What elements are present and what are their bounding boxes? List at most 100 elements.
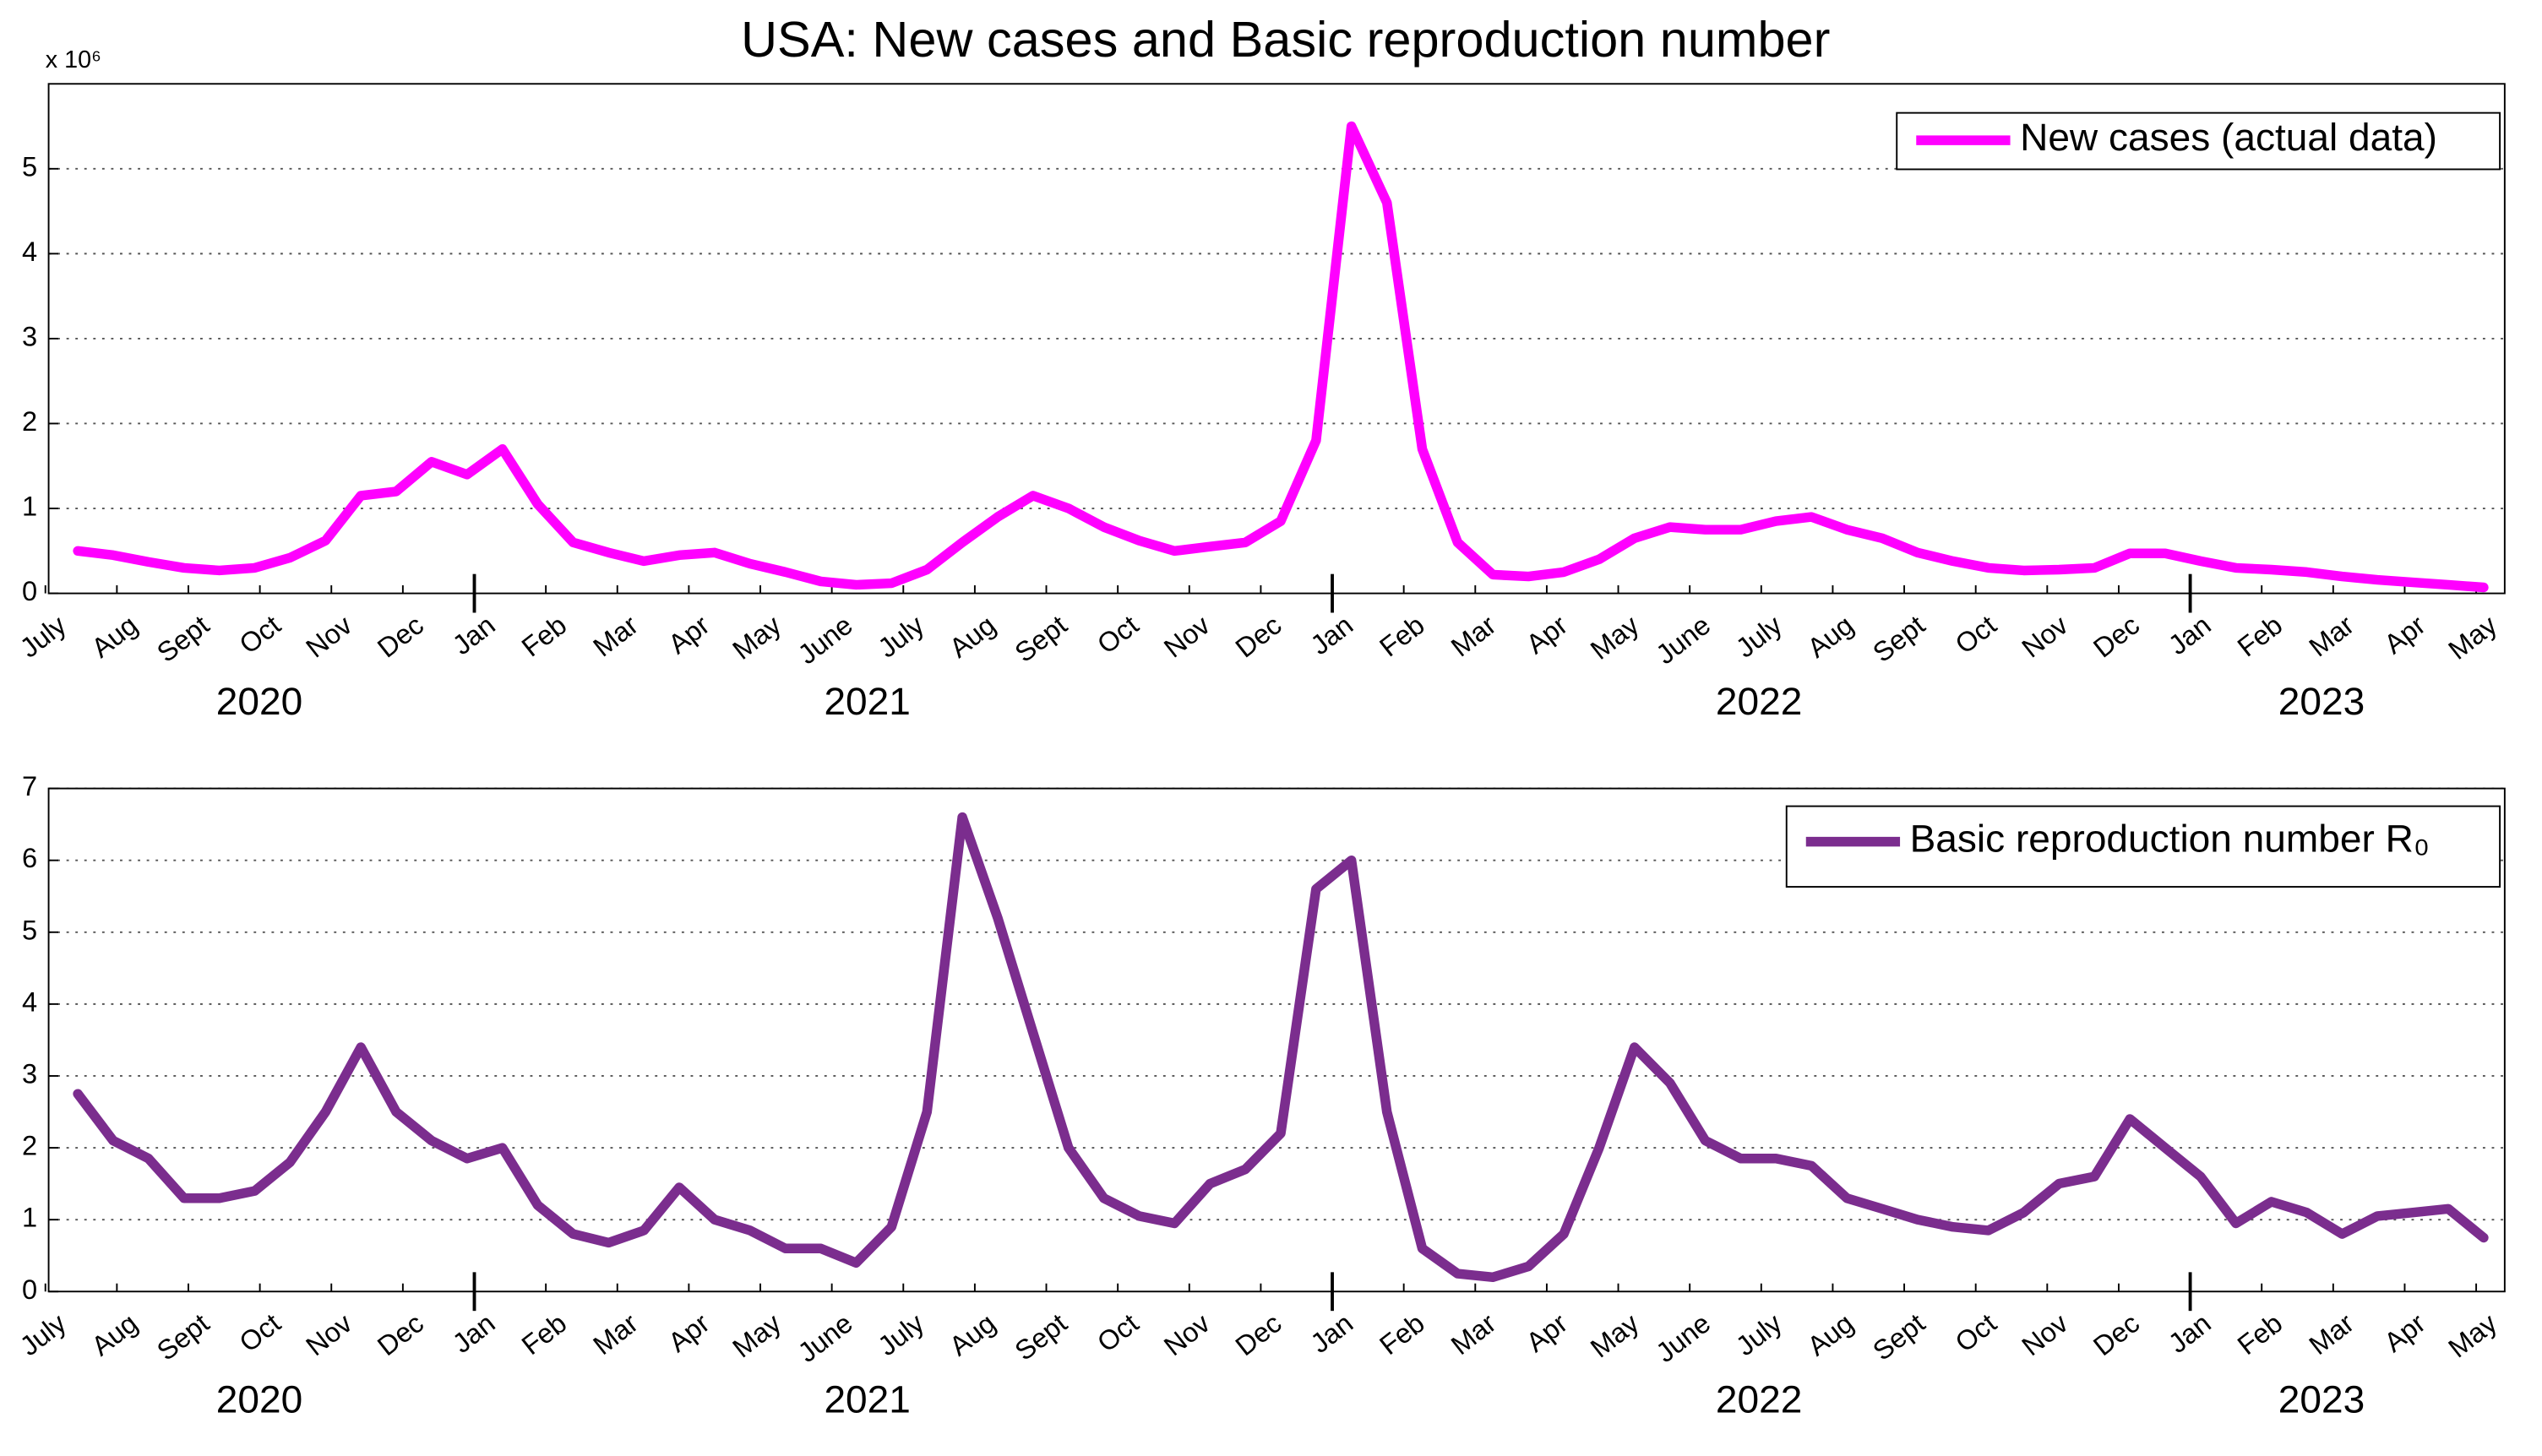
legend-label: Basic reproduction number R₀ [1910, 817, 2430, 861]
y-tick-label: 4 [22, 236, 37, 267]
y-tick-label: 2 [22, 1131, 37, 1161]
year-label: 2023 [2278, 679, 2365, 723]
x-tick-label: July [14, 1307, 72, 1361]
x-tick-label: Nov [301, 609, 358, 663]
legend-box [1785, 805, 2501, 888]
year-label: 2021 [824, 1377, 910, 1421]
y-tick-label: 1 [22, 1203, 37, 1233]
x-tick-label: Oct [1950, 1307, 2002, 1357]
x-tick-label: Oct [1091, 610, 1144, 660]
x-tick-label: Mar [1445, 610, 1502, 663]
x-tick-label: July [1730, 609, 1788, 663]
x-tick-label: Nov [301, 1307, 358, 1361]
x-tick-label: Oct [234, 1307, 286, 1357]
x-tick-label: May [2443, 1307, 2503, 1363]
x-tick-label: Jan [447, 610, 501, 660]
y-tick-label: 3 [22, 1059, 37, 1089]
y-tick-label: 1 [22, 492, 37, 522]
x-tick-label: Nov [2017, 1307, 2074, 1361]
x-tick-label: Mar [2304, 610, 2360, 663]
y-tick-label: 7 [22, 771, 37, 801]
x-tick-label: Sept [151, 610, 215, 668]
plot-frame [47, 83, 2506, 595]
x-tick-label: Sept [1867, 1307, 1930, 1366]
data-line [73, 812, 2489, 1282]
x-tick-label: Dec [372, 610, 429, 664]
x-tick-label: Dec [2087, 1307, 2145, 1361]
x-tick-label: Dec [1230, 610, 1287, 664]
year-label: 2020 [216, 1377, 302, 1421]
x-tick-label: Aug [944, 1307, 1001, 1361]
x-tick-label: June [792, 610, 858, 671]
x-tick-label: Apr [662, 1307, 715, 1357]
x-tick-label: July [14, 609, 72, 663]
x-tick-label: Feb [1374, 1307, 1429, 1361]
year-label: 2022 [1716, 1377, 1802, 1421]
y-tick-label: 5 [22, 151, 37, 182]
x-tick-label: Mar [1445, 1307, 1502, 1361]
x-tick-label: Apr [2378, 1307, 2430, 1357]
x-tick-label: June [1650, 1307, 1716, 1368]
x-tick-label: Nov [1158, 1307, 1216, 1361]
data-line [73, 121, 2489, 593]
x-tick-label: May [2443, 609, 2503, 665]
y-tick-label: 3 [22, 322, 37, 352]
x-tick-label: Jan [2163, 610, 2217, 660]
year-label: 2021 [824, 679, 910, 723]
x-tick-label: Jan [447, 1307, 501, 1358]
x-tick-label: July [873, 1307, 930, 1361]
x-tick-label: Aug [86, 610, 144, 664]
x-tick-label: Sept [1010, 1307, 1073, 1366]
x-tick-label: Mar [587, 1307, 644, 1361]
y-tick-label: 6 [22, 843, 37, 873]
x-tick-label: Apr [662, 610, 715, 660]
y-tick-label: 0 [22, 576, 37, 606]
x-tick-label: Feb [1374, 610, 1429, 663]
x-tick-label: Feb [2232, 610, 2288, 663]
x-tick-label: Dec [1230, 1307, 1287, 1361]
x-tick-label: Aug [1802, 1307, 1859, 1361]
x-tick-label: Sept [151, 1307, 215, 1366]
x-tick-label: Feb [516, 610, 572, 663]
y-tick-label: 4 [22, 987, 37, 1018]
x-tick-label: Apr [1521, 610, 1573, 660]
x-tick-label: Aug [944, 610, 1001, 664]
y-tick-label: 2 [22, 406, 37, 437]
y-multiplier: x 10⁶ [46, 46, 101, 73]
x-tick-label: May [727, 609, 787, 665]
x-tick-label: Nov [2017, 609, 2074, 663]
year-label: 2023 [2278, 1377, 2365, 1421]
x-tick-label: Dec [372, 1307, 429, 1361]
x-tick-label: Oct [234, 610, 286, 660]
x-tick-label: May [1585, 609, 1645, 665]
plot-frame [47, 787, 2506, 1293]
x-tick-label: Apr [2378, 610, 2430, 660]
x-tick-label: Mar [2304, 1307, 2360, 1361]
x-tick-label: July [1730, 1307, 1788, 1361]
x-tick-label: June [1650, 610, 1716, 671]
x-tick-label: Aug [1802, 610, 1859, 664]
x-tick-label: Jan [1305, 1307, 1359, 1358]
x-tick-label: Mar [587, 610, 644, 663]
x-tick-label: Aug [86, 1307, 144, 1361]
x-tick-label: Jan [2163, 1307, 2217, 1358]
x-tick-label: July [873, 609, 930, 663]
x-tick-label: May [727, 1307, 787, 1363]
legend-label: New cases (actual data) [2020, 115, 2437, 159]
year-label: 2020 [216, 679, 302, 723]
x-tick-label: May [1585, 1307, 1645, 1363]
x-tick-label: Jan [1305, 610, 1359, 660]
x-tick-label: Sept [1867, 610, 1930, 668]
chart-title: USA: New cases and Basic reproduction nu… [741, 11, 1830, 68]
y-tick-label: 0 [22, 1274, 37, 1305]
x-tick-label: Oct [1091, 1307, 1144, 1357]
x-tick-label: June [792, 1307, 858, 1368]
y-tick-label: 5 [22, 915, 37, 945]
x-tick-label: Feb [2232, 1307, 2288, 1361]
year-label: 2022 [1716, 679, 1802, 723]
x-tick-label: Feb [516, 1307, 572, 1361]
x-tick-label: Sept [1010, 610, 1073, 668]
x-tick-label: Oct [1950, 610, 2002, 660]
